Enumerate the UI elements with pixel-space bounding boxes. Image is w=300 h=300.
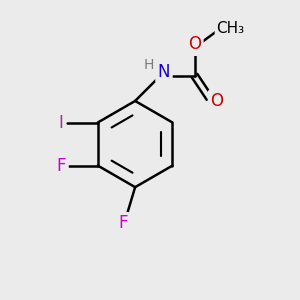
Text: N: N xyxy=(158,63,170,81)
Text: O: O xyxy=(210,92,224,110)
Text: H: H xyxy=(144,58,154,72)
Text: O: O xyxy=(188,35,201,53)
Text: F: F xyxy=(57,157,66,175)
Text: CH₃: CH₃ xyxy=(216,21,244,36)
Text: F: F xyxy=(118,214,128,232)
Text: I: I xyxy=(59,113,64,131)
